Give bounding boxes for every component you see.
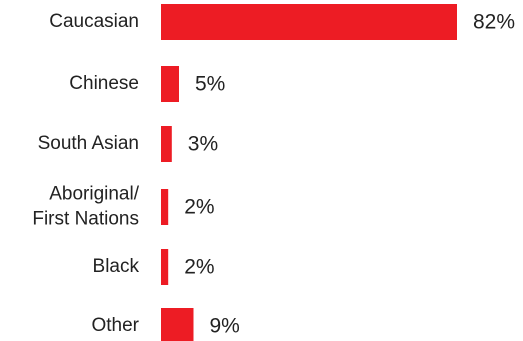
value-label-5: 9% xyxy=(210,315,240,338)
value-label-2: 3% xyxy=(188,133,218,156)
value-label-0: 82% xyxy=(473,11,515,34)
bar-3 xyxy=(161,189,169,225)
category-label-3: Aboriginal/First Nations xyxy=(32,184,139,230)
category-label-1: Chinese xyxy=(69,73,139,94)
value-label-4: 2% xyxy=(184,256,214,279)
category-label-4: Black xyxy=(93,256,140,277)
value-label-3: 2% xyxy=(184,196,214,219)
value-label-1: 5% xyxy=(195,73,225,96)
category-label-2: South Asian xyxy=(38,133,139,154)
bar-4 xyxy=(161,249,169,285)
bar-0 xyxy=(161,4,457,40)
category-label-5: Other xyxy=(91,315,139,336)
category-label-0: Caucasian xyxy=(49,11,139,32)
bar-1 xyxy=(161,66,179,102)
bar-2 xyxy=(161,126,172,162)
bar-5 xyxy=(161,308,194,341)
